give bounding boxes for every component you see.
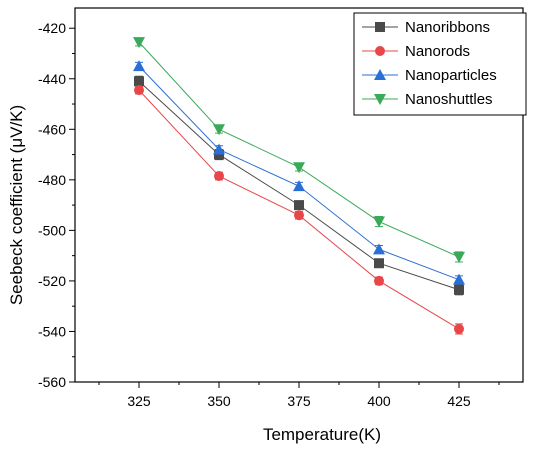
legend-label: Nanorods	[405, 43, 470, 60]
data-point	[134, 76, 144, 87]
legend-item: Nanoparticles	[362, 67, 497, 84]
legend-label: Nanoshuttles	[405, 91, 493, 108]
legend-label: Nanoribbons	[405, 19, 490, 36]
series-layer	[133, 37, 465, 335]
data-point	[213, 124, 225, 136]
legend-item: Nanoshuttles	[362, 91, 493, 108]
data-point	[374, 258, 384, 269]
data-point	[293, 162, 305, 174]
data-point	[293, 180, 305, 192]
data-point	[373, 243, 385, 255]
data-point	[454, 284, 464, 295]
y-tick-label: -420	[38, 20, 66, 36]
y-tick-label: -500	[38, 222, 66, 238]
y-tick-label: -440	[38, 71, 66, 87]
data-point	[374, 275, 384, 286]
x-tick-label: 375	[287, 393, 311, 409]
data-point	[213, 143, 225, 155]
y-tick-label: -560	[38, 374, 66, 390]
data-point	[134, 85, 144, 96]
data-point	[133, 37, 145, 49]
data-point	[214, 171, 224, 182]
legend-marker	[375, 46, 385, 56]
x-tick-label: 325	[127, 393, 151, 409]
series-nanoparticles	[133, 60, 465, 285]
data-point	[373, 216, 385, 228]
y-tick-label: -520	[38, 273, 66, 289]
x-tick-label: 425	[447, 393, 471, 409]
series-nanoribbons	[134, 75, 464, 296]
legend-label: Nanoparticles	[405, 67, 497, 84]
legend-item: Nanorods	[362, 43, 470, 60]
x-tick-label: 400	[367, 393, 391, 409]
axes: 325 350 375 400 425 -560 -540 -520 -500 -480 -460 -…	[38, 7, 524, 409]
legend-marker	[375, 22, 385, 32]
x-axis-title: Temperature(K)	[263, 425, 381, 444]
series-nanoshuttles	[133, 37, 465, 263]
y-tick-label: -480	[38, 172, 66, 188]
series-nanorods	[134, 85, 464, 335]
data-point	[294, 200, 304, 211]
x-tick-label: 350	[207, 393, 231, 409]
y-tick-label: -540	[38, 323, 66, 339]
data-point	[453, 251, 465, 263]
data-point	[294, 210, 304, 221]
y-axis-title: Seebeck coefficient (μV/K)	[7, 105, 26, 305]
legend-item: Nanoribbons	[362, 19, 490, 36]
legend: Nanoribbons Nanorods Nanoparticles Nanoshut…	[353, 12, 527, 116]
legend-marker	[374, 69, 386, 80]
data-point	[133, 60, 145, 72]
data-point	[214, 149, 224, 160]
data-point	[454, 323, 464, 334]
data-point	[453, 273, 465, 285]
legend-marker	[374, 94, 386, 105]
y-tick-label: -460	[38, 121, 66, 137]
